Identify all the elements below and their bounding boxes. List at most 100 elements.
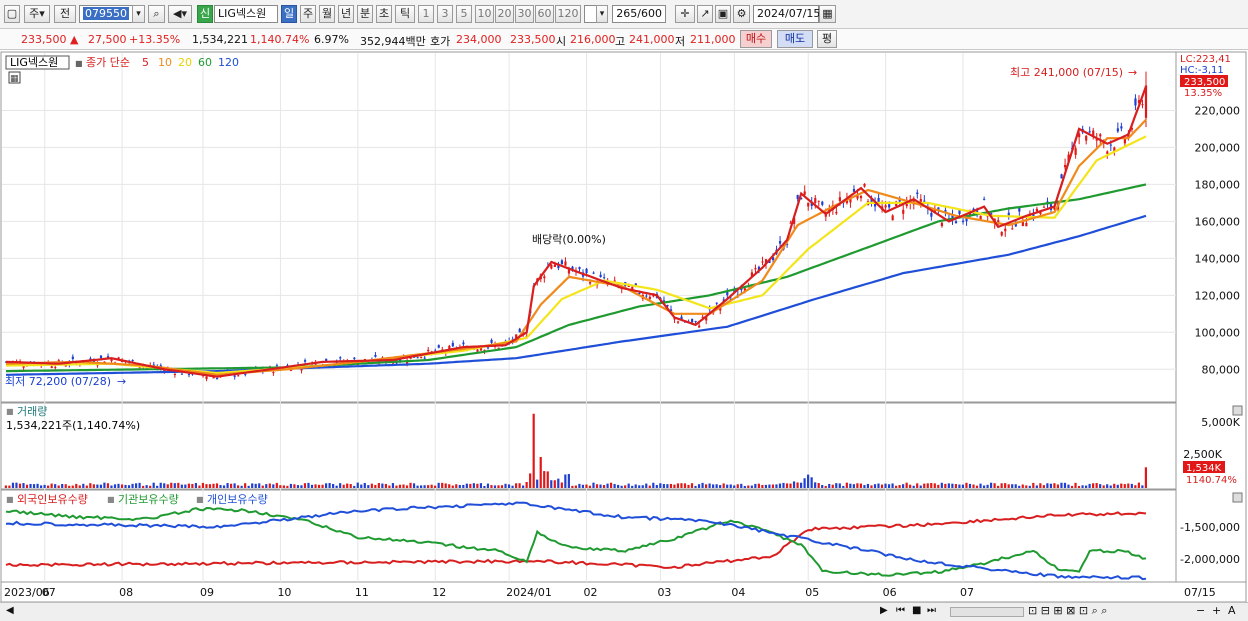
holding-panel-close-icon[interactable]: [1232, 492, 1243, 503]
ma20-legend: 20: [178, 56, 192, 69]
count-field[interactable]: 265/600: [612, 5, 666, 23]
volume-bar: [1046, 483, 1049, 488]
date-input[interactable]: 2024/07/15: [753, 5, 820, 23]
volume-bar: [251, 483, 254, 488]
candle-body: [800, 197, 803, 200]
volume-bar: [1141, 485, 1144, 488]
stop-icon[interactable]: ■: [912, 605, 922, 616]
volume-bar: [134, 483, 138, 488]
sell-button[interactable]: 매도: [777, 30, 813, 48]
volume-panel: [0, 402, 1177, 490]
zoom-in-icon[interactable]: +: [1212, 604, 1222, 617]
evaluate-button[interactable]: 평: [817, 30, 837, 48]
bid-price-1: 234,000: [456, 33, 502, 46]
period-minute-button[interactable]: 분: [357, 5, 373, 23]
crosshair-icon[interactable]: ✛: [675, 5, 695, 23]
volume-bar: [807, 474, 810, 488]
tick-60-button[interactable]: 60: [535, 5, 554, 23]
code-dropdown-icon[interactable]: ▾: [132, 5, 145, 23]
candle-body: [603, 277, 606, 279]
volume-bar: [110, 485, 113, 488]
candle-body: [669, 309, 673, 312]
volume-bar: [36, 483, 39, 488]
tick-1-button[interactable]: 1: [418, 5, 434, 23]
tick-5-button[interactable]: 5: [456, 5, 472, 23]
tick-30-button[interactable]: 30: [515, 5, 534, 23]
search-icon[interactable]: ⌕: [148, 5, 165, 23]
save-icon[interactable]: ▣: [715, 5, 731, 23]
volume-bar: [905, 482, 908, 488]
font-size-icon[interactable]: A: [1228, 604, 1236, 617]
volume-bar: [233, 483, 236, 488]
high-arrow: →: [1128, 66, 1137, 79]
bottom-scrollbar[interactable]: ◀ ▶ ⏮ ■ ⏭ ⊡ ⊟ ⊞ ⊠ ⊡ ⌕ ⌕ − + A: [0, 602, 1248, 621]
gear-icon[interactable]: ⚙: [733, 5, 750, 23]
candle-body: [638, 292, 641, 294]
candle-body: [553, 264, 556, 267]
tick-10-button[interactable]: 10: [475, 5, 494, 23]
rewind-icon[interactable]: ⏮: [896, 605, 905, 616]
volume-bar: [103, 482, 106, 488]
period-day-button[interactable]: 일: [281, 5, 297, 23]
gridlines: [2, 53, 1176, 582]
candle-body: [173, 374, 176, 376]
period-week-button[interactable]: 주: [300, 5, 316, 23]
volume-tag-text: 1,534K: [1186, 463, 1222, 474]
candle-body: [1120, 126, 1123, 129]
volume-bar: [919, 485, 922, 488]
period-month-button[interactable]: 월: [319, 5, 335, 23]
volume-bar: [293, 484, 296, 488]
volume-bar: [402, 484, 405, 488]
scroll-right-icon[interactable]: ▶: [880, 605, 888, 616]
candle-body: [856, 194, 859, 199]
tick-20-button[interactable]: 20: [495, 5, 514, 23]
volume-bar: [229, 483, 233, 488]
period-second-button[interactable]: 초: [376, 5, 392, 23]
candle-body: [884, 205, 887, 208]
period-tick-button[interactable]: 틱: [395, 5, 415, 23]
candle-body: [705, 316, 708, 321]
calendar-icon[interactable]: ▦: [819, 5, 836, 23]
zoom-out-icon[interactable]: −: [1196, 604, 1206, 617]
volume-bar: [113, 484, 117, 488]
tick-3-button[interactable]: 3: [437, 5, 453, 23]
volume-bar: [1095, 483, 1098, 488]
candle-body: [462, 342, 465, 345]
stock-code-value: 079550: [83, 7, 129, 20]
period-year-button[interactable]: 년: [338, 5, 354, 23]
date-tick-label: 03: [657, 586, 671, 599]
speaker-icon[interactable]: ◀▾: [168, 5, 192, 23]
fast-forward-icon[interactable]: ⏭: [927, 605, 936, 616]
stock-name-field: LIG넥스원: [214, 5, 278, 23]
volume-bar: [747, 485, 750, 488]
stock-code-input[interactable]: 079550: [79, 5, 145, 23]
window-menu-icon[interactable]: ▢: [4, 5, 20, 23]
candle-body: [916, 192, 919, 195]
volume-bar: [370, 483, 373, 488]
volume-bar: [1074, 482, 1077, 488]
tick-dropdown-icon[interactable]: ▾: [596, 5, 608, 23]
stock-chart[interactable]: 80,000 100,000 120,000 140,000 160,000 180,00…: [0, 51, 1248, 603]
zoom-track[interactable]: [950, 607, 1024, 617]
volume-bar: [708, 483, 711, 488]
volume-bar: [138, 482, 141, 488]
buy-button[interactable]: 매수: [740, 30, 772, 48]
volume-panel-close-icon[interactable]: [1232, 405, 1243, 416]
candle-body: [286, 365, 289, 367]
scroll-left-icon[interactable]: ◀: [6, 605, 14, 616]
volume-bar: [272, 484, 275, 488]
volume-bar: [300, 485, 303, 488]
zoom-tools-icon[interactable]: ⊡ ⊟ ⊞ ⊠ ⊡ ⌕ ⌕: [1028, 604, 1108, 617]
draw-tool-icon[interactable]: ↗: [697, 5, 713, 23]
foreign-holding-line: [5, 511, 1147, 570]
volume-bar: [803, 478, 806, 488]
market-select[interactable]: 주▾: [24, 5, 50, 23]
candle-body: [965, 217, 968, 222]
volume-bar: [381, 483, 384, 488]
market-all-button[interactable]: 전: [54, 5, 76, 23]
tick-120-button[interactable]: 120: [555, 5, 581, 23]
candle-body: [694, 320, 697, 322]
volume-bar: [522, 485, 525, 488]
table-toggle-icon[interactable]: [8, 71, 21, 84]
candle-body: [990, 213, 993, 216]
